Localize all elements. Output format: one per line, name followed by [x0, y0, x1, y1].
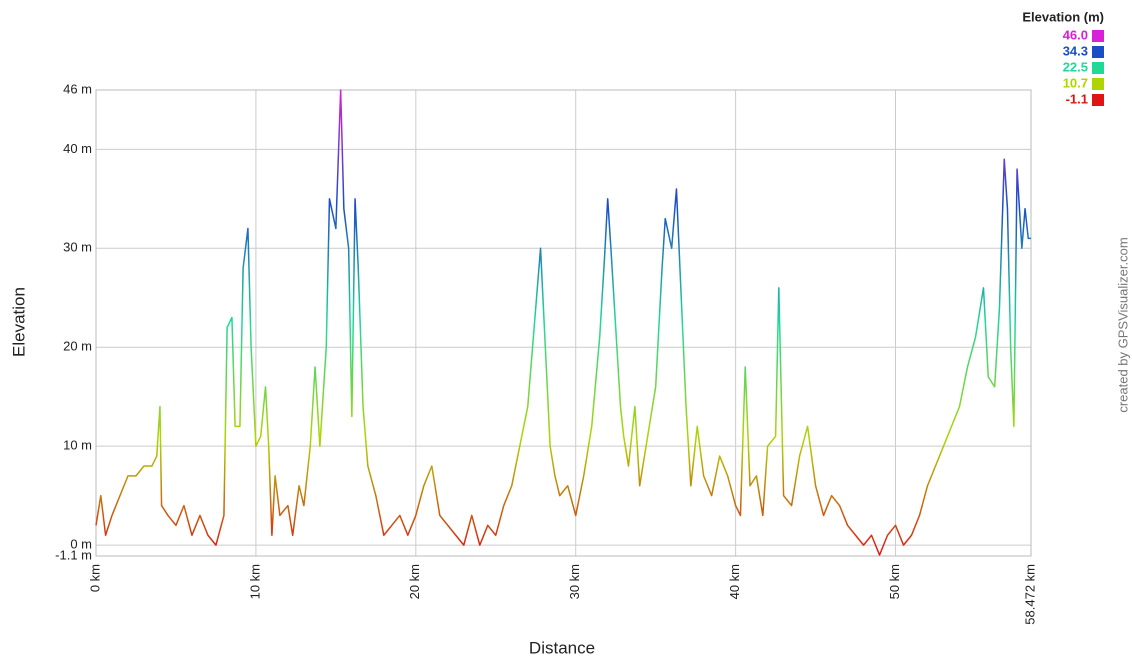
watermark: created by GPSVisualizer.com — [1115, 237, 1130, 412]
legend-label: 34.3 — [1063, 43, 1088, 58]
x-tick-label: 50 km — [887, 564, 902, 599]
y-axis-label: Elevation — [9, 287, 28, 357]
x-tick-label: 58.472 km — [1022, 564, 1037, 625]
x-axis-label: Distance — [529, 638, 595, 657]
x-tick-label: 0 km — [87, 564, 102, 592]
y-tick-label: 46 m — [63, 81, 92, 96]
legend-swatch — [1092, 94, 1104, 106]
elevation-line — [95, 89, 1031, 556]
x-tick-label: 30 km — [567, 564, 582, 599]
legend-title: Elevation (m) — [1022, 9, 1104, 24]
y-tick-label: 10 m — [63, 438, 92, 453]
legend-label: 46.0 — [1063, 27, 1088, 42]
y-tick-label: 0 m — [70, 537, 92, 552]
y-tick-label: 30 m — [63, 240, 92, 255]
x-tick-label: 10 km — [247, 564, 262, 599]
y-tick-label: 40 m — [63, 141, 92, 156]
legend-swatch — [1092, 78, 1104, 90]
x-tick-label: 40 km — [727, 564, 742, 599]
x-tick-label: 20 km — [407, 564, 422, 599]
legend-label: -1.1 — [1066, 91, 1088, 106]
y-tick-label: -1.1 m — [55, 547, 92, 562]
legend-label: 22.5 — [1063, 59, 1088, 74]
y-tick-label: 20 m — [63, 339, 92, 354]
legend-label: 10.7 — [1063, 75, 1088, 90]
legend-swatch — [1092, 46, 1104, 58]
plot-frame — [95, 89, 1032, 557]
legend-swatch — [1092, 62, 1104, 74]
legend-swatch — [1092, 30, 1104, 42]
